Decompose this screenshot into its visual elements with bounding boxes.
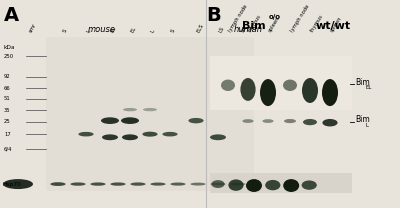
Ellipse shape [322, 119, 338, 126]
Text: L: L [366, 123, 369, 128]
Text: kDa: kDa [4, 45, 16, 50]
Text: Bim: Bim [355, 115, 370, 124]
Ellipse shape [265, 180, 280, 190]
Ellipse shape [70, 182, 86, 186]
Ellipse shape [240, 78, 256, 101]
Ellipse shape [260, 79, 276, 106]
Ellipse shape [284, 119, 296, 123]
Text: mouse: mouse [88, 25, 116, 34]
Text: Hsp70: Hsp70 [2, 182, 21, 187]
Ellipse shape [242, 119, 254, 123]
Text: human: human [234, 25, 262, 34]
Text: 51: 51 [4, 96, 11, 101]
Ellipse shape [212, 180, 225, 188]
Text: ELS: ELS [196, 22, 205, 33]
Text: 66: 66 [4, 86, 11, 91]
Text: lymph node: lymph node [228, 4, 249, 33]
Text: L: L [86, 28, 92, 33]
Text: 250: 250 [4, 54, 14, 59]
Text: B: B [206, 6, 221, 25]
Text: smr: smr [28, 22, 37, 33]
Ellipse shape [283, 179, 299, 192]
Text: EL: EL [366, 85, 372, 90]
Ellipse shape [210, 134, 226, 140]
Text: o/o: o/o [269, 14, 281, 20]
Ellipse shape [303, 119, 317, 125]
Text: S: S [62, 28, 68, 33]
Bar [210, 56, 352, 110]
Text: Bim: Bim [242, 21, 266, 31]
Ellipse shape [78, 132, 94, 136]
Text: thymus: thymus [248, 14, 263, 33]
Text: S: S [170, 28, 176, 33]
Text: spleen: spleen [330, 16, 344, 33]
Bar [210, 173, 352, 193]
Text: EL: EL [130, 26, 137, 33]
Ellipse shape [142, 132, 158, 137]
Text: wt/wt: wt/wt [316, 21, 351, 31]
Ellipse shape [246, 179, 262, 192]
Ellipse shape [143, 108, 157, 111]
Text: 25: 25 [4, 119, 11, 124]
Text: thymus: thymus [310, 14, 325, 33]
Ellipse shape [302, 78, 318, 103]
Text: Ss: Ss [240, 26, 247, 33]
Ellipse shape [50, 182, 66, 186]
Text: 92: 92 [4, 74, 11, 79]
Ellipse shape [221, 79, 235, 91]
Ellipse shape [122, 134, 138, 140]
Ellipse shape [162, 132, 178, 136]
Ellipse shape [121, 117, 139, 124]
Ellipse shape [322, 79, 338, 106]
Text: Bim: Bim [355, 78, 370, 87]
Ellipse shape [101, 117, 119, 124]
Ellipse shape [110, 182, 126, 186]
Text: lymph node: lymph node [290, 4, 311, 33]
Ellipse shape [230, 183, 246, 186]
Ellipse shape [190, 183, 206, 186]
Ellipse shape [262, 119, 274, 123]
Ellipse shape [3, 179, 33, 189]
Ellipse shape [130, 182, 146, 186]
Text: EL: EL [110, 26, 117, 33]
Ellipse shape [150, 183, 166, 186]
Ellipse shape [123, 108, 137, 111]
Bar [46, 37, 254, 191]
Ellipse shape [228, 179, 244, 191]
Text: 6/4: 6/4 [4, 146, 12, 151]
Ellipse shape [188, 118, 204, 123]
Text: spleen: spleen [268, 16, 282, 33]
Ellipse shape [210, 183, 226, 186]
Ellipse shape [90, 182, 106, 186]
Ellipse shape [170, 183, 186, 186]
Text: 17: 17 [4, 132, 11, 137]
Text: 35: 35 [4, 108, 11, 113]
Ellipse shape [302, 180, 317, 190]
Ellipse shape [283, 79, 297, 91]
Text: L: L [150, 28, 156, 33]
Ellipse shape [102, 134, 118, 140]
Text: LS: LS [218, 25, 225, 33]
Text: A: A [4, 6, 19, 25]
